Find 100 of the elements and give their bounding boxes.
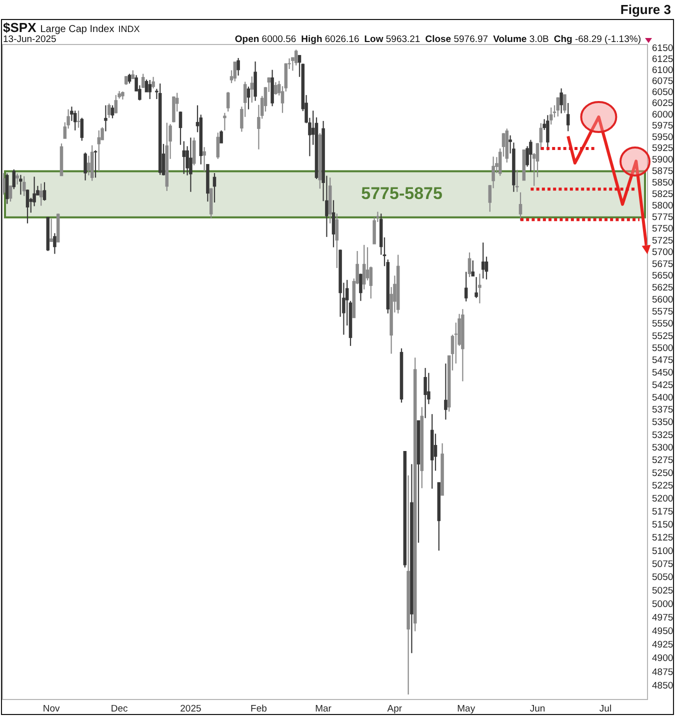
candlestick <box>223 112 226 131</box>
annotation: Volume 3.0B <box>493 34 549 45</box>
x-tick-label: Jul <box>599 703 612 714</box>
y-tick-label: 5275 <box>652 455 674 466</box>
candlestick <box>80 117 84 142</box>
chart-subtitle: Large Cap Index <box>40 24 114 35</box>
y-tick-label: 5975 <box>652 120 674 132</box>
y-tick-label: 5825 <box>652 188 674 200</box>
candlestick <box>53 232 56 254</box>
candlestick <box>107 102 111 118</box>
candlestick <box>481 242 485 280</box>
candlestick <box>556 96 560 118</box>
candlestick <box>233 61 237 82</box>
candlestick <box>42 182 46 202</box>
y-tick-label: 5850 <box>652 177 674 188</box>
y-tick-label: 5800 <box>652 200 674 212</box>
y-tick-label: 5650 <box>652 270 674 282</box>
x-tick-label: Jun <box>530 703 546 714</box>
candlestick <box>546 114 550 151</box>
y-tick-label: 6100 <box>652 64 674 76</box>
candlestick <box>26 189 30 224</box>
candlestick <box>152 76 155 89</box>
candlestick <box>189 137 192 192</box>
y-tick-label: 5950 <box>652 132 674 143</box>
y-tick-label: 5225 <box>652 480 674 492</box>
y-tick-label: 5350 <box>652 417 674 428</box>
y-tick-label: 5400 <box>652 392 674 404</box>
candlestick <box>498 148 502 176</box>
annotation: Low 5963.21 <box>364 34 420 45</box>
candlestick <box>471 260 475 277</box>
y-tick-label: 5475 <box>652 355 674 366</box>
y-tick-label: 5525 <box>652 330 674 342</box>
y-tick-label: 5300 <box>652 442 674 454</box>
candlestick <box>236 57 240 76</box>
y-tick-label: 5025 <box>652 586 674 597</box>
y-tick-label: 6150 <box>652 42 674 54</box>
y-tick-label: 4875 <box>652 666 674 678</box>
candlestick <box>359 273 362 302</box>
candlestick <box>216 132 220 160</box>
chart-title: $SPX <box>3 20 36 35</box>
x-tick-label: 2025 <box>180 703 202 714</box>
y-tick-label: 5700 <box>652 247 674 258</box>
candlestick <box>424 367 427 419</box>
candlestick <box>478 273 482 304</box>
annotation: Close 5976.97 <box>425 34 488 45</box>
candlestick <box>529 139 532 172</box>
y-tick-label: 5575 <box>652 306 674 318</box>
candlestick <box>12 168 16 190</box>
y-tick-label: 5725 <box>652 235 674 246</box>
y-tick-label: 6125 <box>652 54 674 65</box>
candlestick <box>182 140 186 175</box>
candlestick <box>19 174 22 196</box>
y-tick-label: 5625 <box>652 282 674 294</box>
candlestick <box>518 192 522 222</box>
y-tick-label: 5000 <box>652 598 674 610</box>
x-tick-label: Apr <box>387 703 402 714</box>
candlestick <box>110 104 114 119</box>
y-tick-label: 4950 <box>652 626 674 637</box>
y-tick-label: 5250 <box>652 468 674 479</box>
x-tick-label: Mar <box>315 703 332 714</box>
candlestick <box>563 94 566 114</box>
candlestick <box>202 146 206 172</box>
text: INDX <box>118 24 140 34</box>
candlestick <box>220 130 223 144</box>
candlestick <box>50 218 53 242</box>
candlestick <box>178 110 182 146</box>
x-tick-label: May <box>457 703 476 714</box>
y-tick-label: 5750 <box>652 224 674 235</box>
candlestick <box>84 152 87 181</box>
y-tick-label: 5775 <box>652 212 674 223</box>
candlestick <box>114 94 118 114</box>
candlestick <box>141 73 145 89</box>
candlestick <box>148 79 152 100</box>
y-tick-label: 5925 <box>652 143 674 154</box>
y-tick-label: 5875 <box>652 166 674 177</box>
candlestick <box>464 271 468 302</box>
candlestick <box>444 362 448 420</box>
candlestick <box>468 252 472 278</box>
candlestick <box>474 276 478 299</box>
y-tick-label: 5600 <box>652 294 674 306</box>
caption: Figure 3 <box>620 2 671 17</box>
candlestick <box>560 88 563 114</box>
y-tick-label: 5900 <box>652 154 674 166</box>
candlestick <box>87 155 90 176</box>
annotation: High 6026.16 <box>301 34 360 45</box>
y-tick-label: 6075 <box>652 76 674 87</box>
x-tick-label: Nov <box>42 703 60 714</box>
candlestick <box>335 213 339 269</box>
candlestick <box>549 106 553 126</box>
y-tick-label: 5500 <box>652 342 674 354</box>
y-tick-label: 4975 <box>652 612 674 624</box>
candlestick <box>73 110 77 131</box>
y-tick-label: 5125 <box>652 532 674 544</box>
y-tick-label: 4850 <box>652 680 674 692</box>
y-tick-label: 5450 <box>652 368 674 379</box>
candlestick <box>362 244 366 290</box>
y-tick-label: 6000 <box>652 109 674 120</box>
y-tick-label: 5425 <box>652 380 674 391</box>
candlestick <box>566 102 570 132</box>
candlestick <box>8 185 12 202</box>
